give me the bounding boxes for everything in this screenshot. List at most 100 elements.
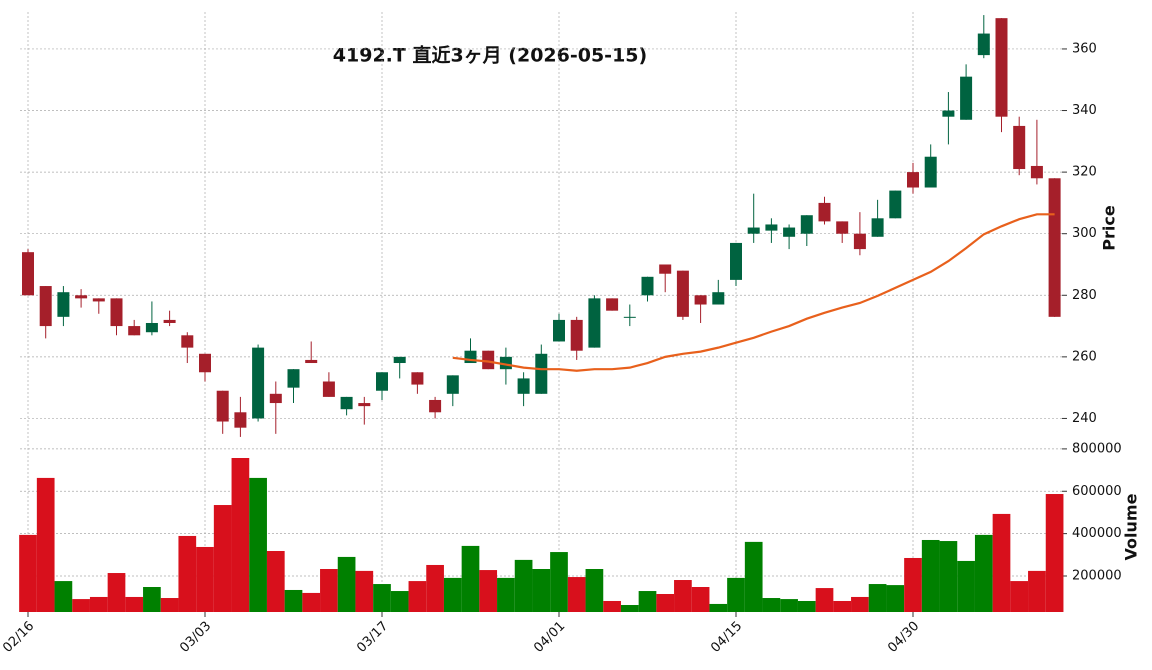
y-axis-label: Price [1100,205,1119,251]
volume-bar [284,589,303,612]
volume-bar [249,477,267,612]
candle-body [783,227,796,237]
volume-bar [89,596,108,612]
candle-body [606,298,619,311]
volume-bar [992,513,1011,612]
candle-body [181,335,194,348]
volume-axis-label: Volume [1122,493,1141,560]
volume-bar [390,591,409,612]
candle-body [429,399,442,413]
candle-body [588,298,601,348]
volume-bar [957,560,975,612]
candle-body [482,350,495,370]
volume-bar [868,584,887,612]
candle-body [995,18,1008,117]
volume-bar [921,539,940,612]
volume-tick-label: 600000 [1072,484,1122,499]
volume-bar [762,598,781,612]
volume-bar [479,570,498,612]
y-tick-label: 320 [1072,165,1097,180]
candle-body [393,356,406,364]
volume-bar [780,599,798,612]
candle-body [1013,125,1026,170]
volume-bar [585,569,604,612]
candle-body [818,202,831,222]
volume-bar [355,570,374,612]
volume-bar [638,591,657,612]
candle-body [411,372,424,385]
candle-body [712,292,725,305]
volume-bar [337,556,356,612]
volume-bar [674,580,692,612]
candle-body [39,286,52,327]
y-tick-label: 360 [1072,41,1097,56]
volume-tick-label: 200000 [1072,568,1122,583]
volume-bar [603,600,621,612]
volume-bar [72,599,90,612]
volume-bar [461,545,480,612]
candle-body [871,218,884,237]
candle-body [358,403,371,407]
y-tick-label: 260 [1072,349,1097,364]
candle-body [446,375,459,394]
volume-bar [514,559,533,612]
candle-body [216,390,229,422]
volume-bar [833,600,852,612]
volume-bar [443,577,462,612]
volume-bar [567,577,586,612]
volume-bar [196,546,214,612]
candle-body [641,276,654,296]
x-tick-label: 02/16 [0,619,37,656]
volume-bar [373,584,391,612]
volume-bar [320,569,338,612]
candle-body [1048,178,1061,317]
volume-bar [691,587,710,612]
volume-bar [266,550,285,612]
volume-bar [620,605,639,612]
volume-bar [408,581,427,612]
candle-body [110,298,123,327]
volume-bar [19,534,37,612]
candle-body [765,224,778,231]
volume-bar [213,505,232,612]
volume-bar [1045,494,1064,612]
volume-bar [302,592,321,612]
volume-bar [497,577,515,612]
candle-body [694,295,707,305]
candle-body [960,76,973,120]
candle-body [269,393,282,404]
volume-bar [709,603,728,612]
candle-body [57,292,70,317]
candle-body [853,233,866,250]
volume-bar [851,596,869,612]
chart-title: 4192.T 直近3ヶ月 (2026-05-15) [333,44,647,67]
volume-bar [727,577,745,612]
volume-bar [54,581,73,612]
volume-bar [532,569,551,612]
candle-body [800,215,813,234]
volume-bar [886,585,905,612]
volume-bar [797,600,816,612]
candle-body [676,270,689,317]
x-tick-label: 04/15 [708,619,745,656]
candle-body [305,359,318,364]
candle-body [977,33,990,56]
y-tick-label: 240 [1072,411,1097,426]
y-tick-label: 300 [1072,226,1097,241]
candle-body [553,319,565,342]
candle-body [340,396,353,410]
volume-bar [143,587,161,612]
y-tick-label: 340 [1072,103,1097,118]
candle-body [22,252,34,296]
candle-body [942,110,955,117]
candle-body [570,319,583,351]
volume-bar [426,564,444,612]
volume-bar [160,598,179,612]
y-tick-label: 280 [1072,288,1097,303]
candle-body [199,353,211,373]
candle-body [234,412,247,428]
candle-body [287,369,300,388]
volume-bar [904,557,922,612]
